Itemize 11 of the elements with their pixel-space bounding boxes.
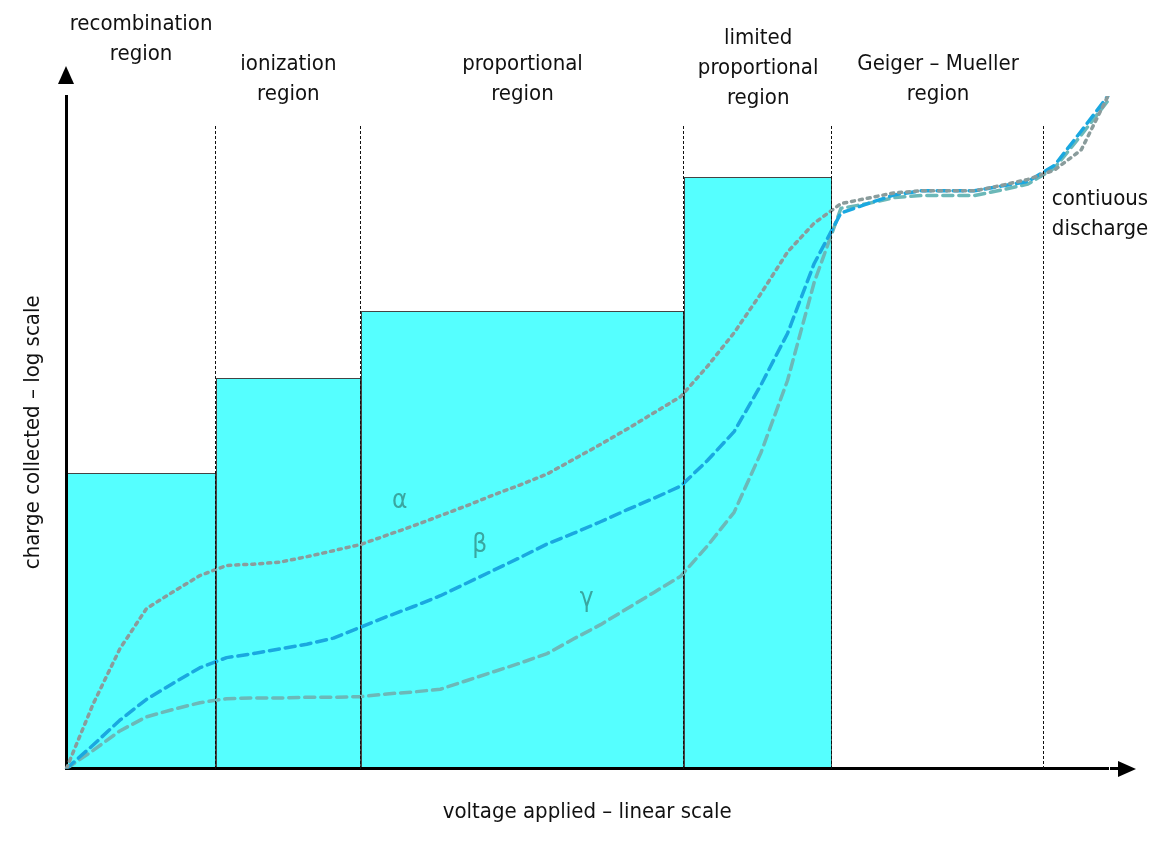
series-label: β [472,527,488,558]
series-label: γ [579,582,594,613]
annotation: limited proportional region [696,23,820,111]
annotation: contiuous discharge [1051,184,1150,243]
annotation: ionization region [239,49,338,107]
y-axis-title: charge collected – log scale [18,295,44,570]
annotation: Geiger – Mueller region [856,49,1020,107]
x-axis-title: voltage applied – linear scale [442,797,732,823]
series-label: α [391,483,408,514]
annotation: proportional region [461,49,584,107]
text: recombination region [68,9,214,67]
